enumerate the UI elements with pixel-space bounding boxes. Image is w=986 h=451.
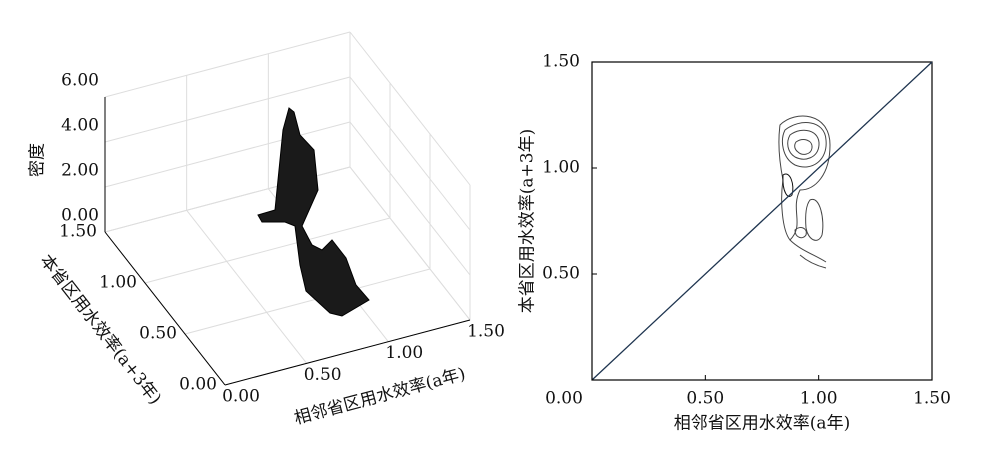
z-tick-label: 2.00	[61, 161, 99, 181]
surface-shape	[257, 107, 370, 317]
wall-grid	[349, 31, 471, 186]
floor-grid	[144, 217, 391, 284]
wall-grid	[104, 121, 351, 188]
x-tick-label: 0.50	[304, 365, 342, 385]
x-tick-label: 1.00	[385, 343, 423, 363]
wall-grid	[349, 121, 471, 276]
x-tick-label: 0.00	[545, 389, 583, 409]
y-tick-label: 1.50	[59, 222, 97, 242]
contour-lines	[778, 115, 831, 269]
z-axis-label: 密度	[28, 143, 48, 177]
y-tick-label: 0.50	[139, 324, 177, 344]
x-tick-label: 1.00	[800, 389, 838, 409]
x-tick-label: 0.00	[222, 387, 260, 407]
wall-grid	[349, 76, 471, 231]
floor-grid	[184, 268, 431, 335]
diagonal-line	[591, 61, 933, 381]
y-tick-label: 1.50	[542, 52, 580, 72]
density-surface	[257, 107, 370, 317]
y-tick-label: 1.00	[542, 158, 580, 178]
y-axis-label: 本省区用水效率(a+3年)	[518, 129, 538, 313]
y-tick-label: 0.00	[179, 375, 217, 395]
z-tick-label: 0.00	[61, 206, 99, 226]
wall-grid	[349, 166, 471, 321]
x-tick-label: 1.50	[467, 322, 505, 342]
x-tick-label: 1.50	[913, 389, 951, 409]
y-axis	[104, 231, 226, 386]
z-tick-label: 6.00	[61, 71, 99, 91]
x-axis	[224, 319, 471, 386]
x-axis-label: 相邻省区用水效率(a年)	[674, 414, 850, 434]
wall-grid	[104, 31, 351, 98]
y-tick-label: 1.00	[99, 273, 137, 293]
floor-grid	[186, 210, 308, 364]
wall-grid	[104, 76, 351, 143]
z-tick-label: 4.00	[61, 116, 99, 136]
plot-frame	[591, 61, 933, 381]
x-tick-label: 0.50	[686, 389, 724, 409]
y-tick-label: 0.50	[542, 264, 580, 284]
